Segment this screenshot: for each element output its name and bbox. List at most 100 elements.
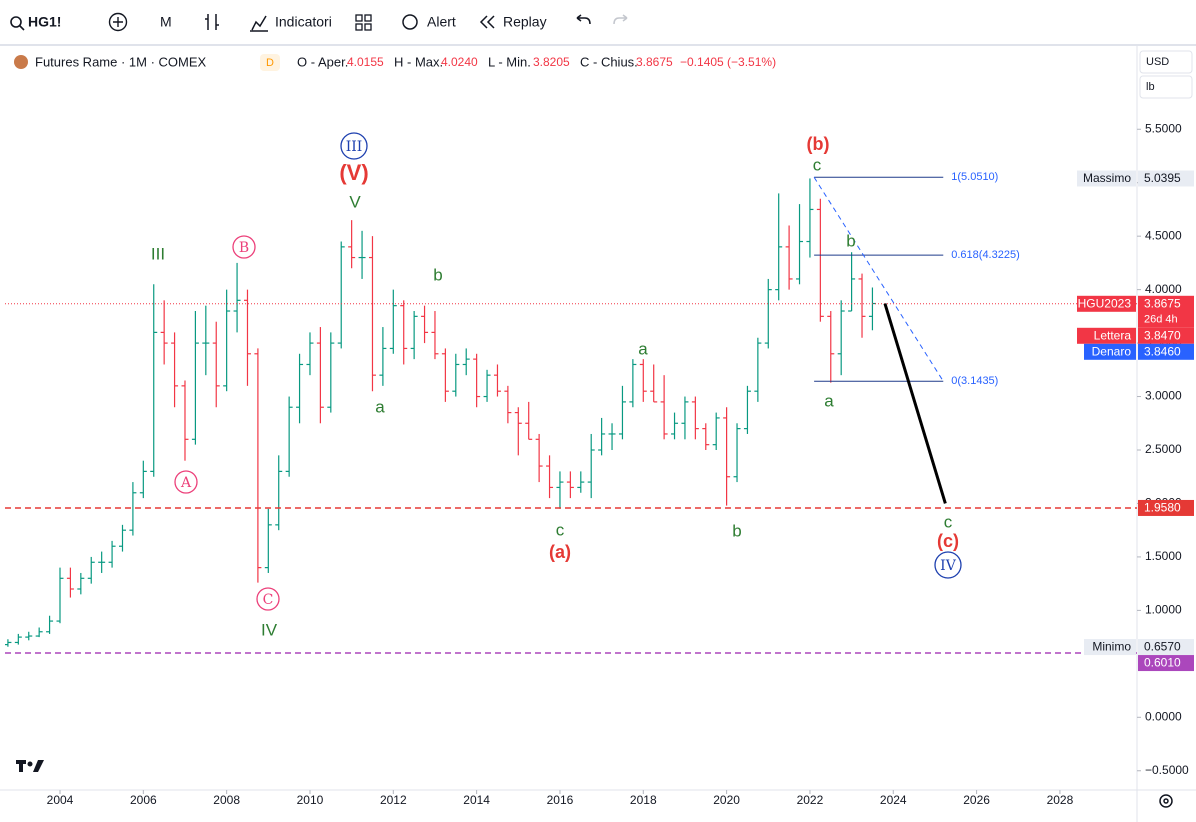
currency[interactable]: USD	[1146, 56, 1169, 68]
price-tag	[1138, 295, 1194, 328]
settings-icon	[1163, 798, 1169, 804]
price-tag-name: Minimo	[1092, 640, 1131, 654]
ohlc-bar	[348, 220, 356, 269]
ohlc-bar	[754, 337, 762, 402]
price-tag-countdown: 26d 4h	[1144, 314, 1178, 326]
ohlc-bar	[827, 311, 835, 383]
x-tick-label: 2010	[297, 793, 324, 807]
ohlc-bar	[618, 385, 626, 440]
alert-icon[interactable]	[402, 14, 418, 30]
wave-label: b	[433, 265, 442, 284]
ohlc-bar	[108, 540, 116, 568]
x-tick-label: 2006	[130, 793, 157, 807]
wave-label: c	[813, 155, 822, 174]
x-tick-label: 2024	[880, 793, 907, 807]
x-tick-label: 2020	[713, 793, 740, 807]
layouts-icon[interactable]	[355, 14, 372, 31]
ohlc-bar	[5, 639, 12, 647]
ohlc-bar	[191, 311, 199, 445]
add-symbol-icon	[113, 17, 123, 27]
y-tick-label: 2.5000	[1145, 442, 1182, 456]
fib-label: 1(5.0510)	[951, 171, 998, 183]
ohlc-bar	[473, 353, 481, 408]
add-symbol-icon[interactable]	[108, 12, 128, 32]
ohlc-bar	[296, 353, 304, 424]
wave-label: b	[846, 231, 855, 250]
ohlc-bar	[400, 300, 408, 365]
undo-icon[interactable]	[576, 14, 591, 25]
ohlc-bar	[556, 471, 564, 509]
ohlc-bar	[462, 348, 470, 376]
ohlc-bar	[629, 359, 637, 408]
search-icon	[19, 25, 25, 31]
search-icon[interactable]	[10, 16, 22, 28]
high-label: H - Max.	[394, 54, 443, 69]
wave-label: (V)	[339, 160, 368, 185]
ohlc-bar	[243, 289, 251, 386]
ohlc-bar	[87, 556, 95, 584]
ohlc-bar	[316, 327, 324, 424]
ohlc-bar	[650, 364, 658, 403]
redo-icon[interactable]	[613, 14, 628, 25]
ohlc-bar	[233, 262, 241, 333]
x-tick-label: 2004	[47, 793, 74, 807]
y-tick-label: 1.5000	[1145, 549, 1182, 563]
ohlc-bar	[806, 178, 814, 258]
y-tick-label: 4.0000	[1145, 282, 1182, 296]
close-value: 3.8675	[636, 55, 673, 69]
price-tag-value: 0.6010	[1144, 656, 1181, 670]
chart-type-icon[interactable]	[205, 14, 219, 30]
alert-button[interactable]: Alert	[427, 14, 456, 30]
replay-button[interactable]: Replay	[503, 14, 547, 30]
badge-bg	[260, 54, 280, 71]
wave-label: a	[638, 339, 648, 358]
interval[interactable]: M	[160, 14, 172, 30]
unit-box[interactable]	[1139, 75, 1193, 99]
price-tag-name-bg	[1077, 327, 1136, 344]
ohlc-bar	[733, 423, 741, 483]
price-tag-name: Massimo	[1083, 171, 1131, 185]
ohlc-bar	[796, 204, 804, 285]
x-tick-label: 2014	[463, 793, 490, 807]
wave-label: a	[375, 397, 385, 416]
trend-line	[813, 176, 944, 382]
price-tag-name-bg	[1077, 170, 1136, 187]
price-tag-name-bg	[1077, 295, 1136, 312]
symbol[interactable]: HG1!	[28, 14, 61, 30]
high-value: 4.0240	[441, 55, 478, 69]
price-tag-value: 3.8675	[1144, 296, 1181, 310]
ohlc-bar	[514, 407, 522, 456]
ohlc-bar	[150, 284, 158, 477]
ohlc-bar	[327, 332, 335, 413]
wave-label: IV	[261, 620, 278, 639]
badge: D	[266, 57, 274, 69]
ohlc-bar	[160, 300, 168, 365]
settings-icon[interactable]	[1159, 794, 1173, 808]
price-tag	[1138, 639, 1194, 656]
price-tag-name: Lettera	[1094, 328, 1132, 342]
replay-icon[interactable]	[479, 15, 495, 29]
wave-label: C	[263, 592, 274, 608]
ohlc-bar	[254, 348, 262, 583]
ohlc-bar	[66, 567, 74, 598]
instrument-title[interactable]: Futures Rame · 1M · COMEX	[35, 54, 207, 69]
unit[interactable]: lb	[1146, 81, 1155, 93]
toolbar-border	[0, 44, 1196, 46]
ohlc-bar	[483, 369, 491, 402]
ohlc-bar	[587, 433, 595, 499]
ohlc-bar	[431, 311, 439, 360]
ohlc-bar	[504, 385, 512, 424]
ohlc-bar	[56, 567, 64, 624]
indicators-icon[interactable]	[250, 15, 268, 32]
wave-label: IV	[940, 558, 957, 574]
currency-box[interactable]	[1139, 50, 1193, 74]
price-tag-value: 0.6570	[1144, 640, 1181, 654]
ohlc-bar	[702, 423, 710, 451]
ohlc-bar	[639, 359, 647, 402]
ohlc-bar	[608, 423, 616, 451]
ohlc-bar	[379, 327, 387, 386]
ohlc-bar	[389, 289, 397, 354]
indicators-button[interactable]: Indicatori	[275, 14, 332, 30]
